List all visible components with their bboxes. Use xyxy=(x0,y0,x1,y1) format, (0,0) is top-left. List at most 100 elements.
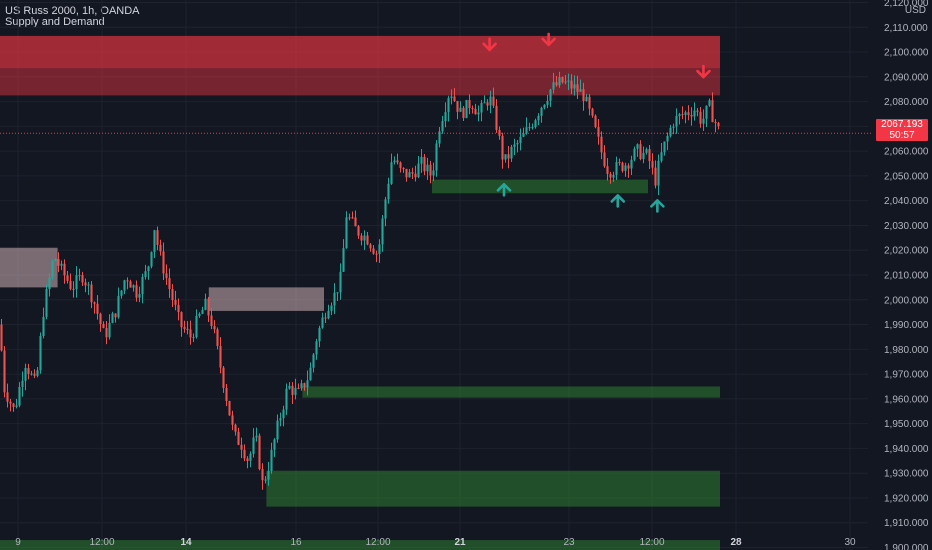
candle-body xyxy=(18,386,21,406)
candle-body xyxy=(60,263,63,266)
candle-body xyxy=(576,84,579,92)
candle-body xyxy=(624,165,627,171)
candle-body xyxy=(123,280,126,291)
candle-body xyxy=(384,199,387,219)
candle-body xyxy=(57,259,60,266)
candle-body xyxy=(399,162,402,168)
candle-body xyxy=(192,337,195,339)
candle-body xyxy=(63,263,66,276)
y-tick-label: 2,080.000 xyxy=(884,97,929,108)
candle-body xyxy=(678,114,681,117)
candle-body xyxy=(507,154,510,159)
indicator-label[interactable]: Supply and Demand xyxy=(5,16,105,28)
candle-body xyxy=(432,170,435,176)
candle-body xyxy=(72,288,75,290)
candle-body xyxy=(99,313,102,324)
candle-body xyxy=(216,329,219,346)
candle-body xyxy=(651,161,654,168)
candle-body xyxy=(666,135,669,142)
candle-body xyxy=(429,164,432,176)
candle-body xyxy=(510,146,513,159)
candle-body xyxy=(249,453,252,461)
candle-body xyxy=(468,100,471,109)
candle-body xyxy=(336,292,339,294)
candle-body xyxy=(195,315,198,338)
candle-body xyxy=(447,98,450,113)
candle-body xyxy=(504,154,507,160)
candle-body xyxy=(393,160,396,163)
candle-body xyxy=(687,112,690,115)
candle-body xyxy=(357,226,360,236)
candle-body xyxy=(234,424,237,432)
candle-body xyxy=(219,345,222,368)
y-tick-label: 2,000.000 xyxy=(884,295,929,306)
candle-body xyxy=(243,449,246,459)
candle-body xyxy=(306,380,309,388)
candle-body xyxy=(54,259,57,261)
candle-body xyxy=(711,100,714,123)
sell-arrow-icon xyxy=(482,37,497,52)
candle-body xyxy=(591,108,594,116)
candle-body xyxy=(9,401,12,404)
candle-body xyxy=(285,388,288,410)
candle-body xyxy=(273,439,276,450)
candle-body xyxy=(321,317,324,328)
candle-body xyxy=(486,102,489,106)
candle-body xyxy=(207,298,210,316)
candle-body xyxy=(528,127,531,129)
candle-body xyxy=(693,110,696,117)
zone-supply xyxy=(0,35,720,96)
candle-body xyxy=(654,167,657,186)
candle-body xyxy=(642,152,645,160)
candle-body xyxy=(417,163,420,178)
candle-body xyxy=(0,324,3,351)
candle-body xyxy=(627,165,630,169)
candle-body xyxy=(204,298,207,310)
candle-body xyxy=(291,385,294,395)
sell-arrow-icon xyxy=(696,64,711,79)
candle-body xyxy=(327,310,330,319)
candle-body xyxy=(603,152,606,167)
candle-body xyxy=(351,217,354,219)
last-price-tag: 2067.193 50:57 xyxy=(876,119,928,141)
candle-body xyxy=(189,329,192,338)
candle-body xyxy=(495,105,498,130)
y-tick-label: 1,970.000 xyxy=(884,370,929,381)
candle-body xyxy=(378,244,381,255)
zone-supply-inner xyxy=(0,35,720,69)
candle-body xyxy=(582,89,585,102)
candle-body xyxy=(333,292,336,306)
candle-body xyxy=(669,127,672,136)
candle-body xyxy=(552,82,555,90)
candle-body xyxy=(579,89,582,92)
candle-body xyxy=(141,277,144,295)
buy-arrow-icon xyxy=(610,194,626,208)
candle-body xyxy=(6,392,9,402)
candle-body xyxy=(183,327,186,329)
candle-body xyxy=(261,469,264,481)
candle-body xyxy=(198,313,201,316)
y-tick-label: 1,920.000 xyxy=(884,493,929,504)
y-tick-label: 2,120.000 xyxy=(884,0,929,9)
y-tick-label: 1,960.000 xyxy=(884,394,929,405)
chart-symbol-title: US Russ 2000, 1h, OANDA xyxy=(5,5,140,17)
candle-body xyxy=(705,105,708,119)
candle-body xyxy=(81,275,84,283)
candle-body xyxy=(168,278,171,290)
y-tick-label: 1,940.000 xyxy=(884,444,929,455)
candle-body xyxy=(363,235,366,241)
candle-body xyxy=(525,127,528,134)
candle-body xyxy=(618,162,621,164)
candle-body xyxy=(708,100,711,106)
candle-body xyxy=(156,230,159,245)
candle-body xyxy=(567,80,570,82)
candle-body xyxy=(519,136,522,143)
candle-body xyxy=(300,383,303,389)
candle-body xyxy=(354,217,357,227)
candle-body xyxy=(522,133,525,137)
x-tick-label: 23 xyxy=(563,537,575,548)
candle-body xyxy=(444,112,447,122)
candle-body xyxy=(558,77,561,86)
candle-body xyxy=(714,122,717,124)
